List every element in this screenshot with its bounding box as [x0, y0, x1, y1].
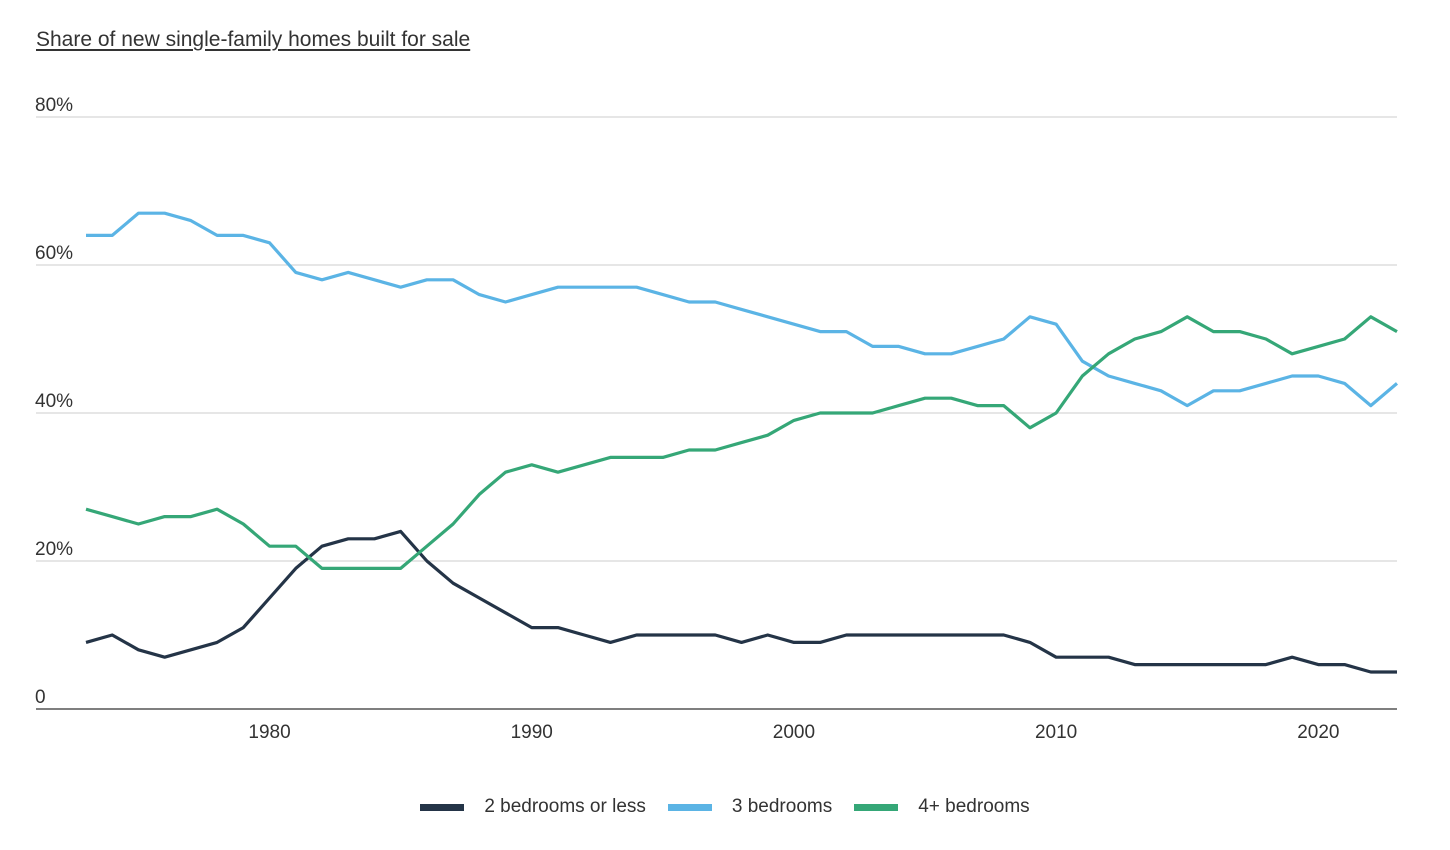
series-line-2-bedrooms-or-less	[85, 529, 1397, 674]
chart-title: Share of new single-family homes built f…	[36, 28, 471, 51]
series-line-3-bedrooms	[86, 211, 1399, 408]
legend: 2 bedrooms or less 3 bedrooms 4+ bedroom…	[0, 796, 1450, 818]
y-tick-label-60: 60%	[35, 243, 73, 264]
x-tick-label-1980: 1980	[248, 722, 290, 743]
series-line-4-plus-bedrooms	[85, 315, 1398, 571]
x-tick-label-2010: 2010	[1035, 722, 1077, 743]
legend-label-3-bedrooms: 3 bedrooms	[731, 796, 833, 817]
legend-label-2-bedrooms: 2 bedrooms or less	[484, 796, 646, 817]
legend-item-3-bedrooms: 3 bedrooms	[667, 796, 833, 818]
legend-item-2-bedrooms: 2 bedrooms or less	[420, 796, 646, 818]
x-tick-label-2020: 2020	[1297, 722, 1339, 743]
y-tick-label-20: 20%	[35, 539, 73, 560]
legend-swatch-2-bedrooms	[420, 803, 465, 811]
legend-label-4-bedrooms: 4+ bedrooms	[918, 796, 1030, 817]
line-chart: 0 20% 40% 60% 80% 1980 1990 2000 2010 2020	[35, 95, 1399, 743]
y-tick-label-0: 0	[35, 687, 46, 708]
x-tick-label-2000: 2000	[773, 722, 815, 743]
y-tick-label-40: 40%	[35, 391, 73, 412]
y-tick-label-80: 80%	[35, 95, 73, 116]
legend-swatch-4-bedrooms	[854, 803, 899, 811]
legend-item-4-bedrooms: 4+ bedrooms	[854, 796, 1030, 818]
legend-swatch-3-bedrooms	[667, 803, 712, 811]
x-tick-label-1990: 1990	[511, 722, 553, 743]
